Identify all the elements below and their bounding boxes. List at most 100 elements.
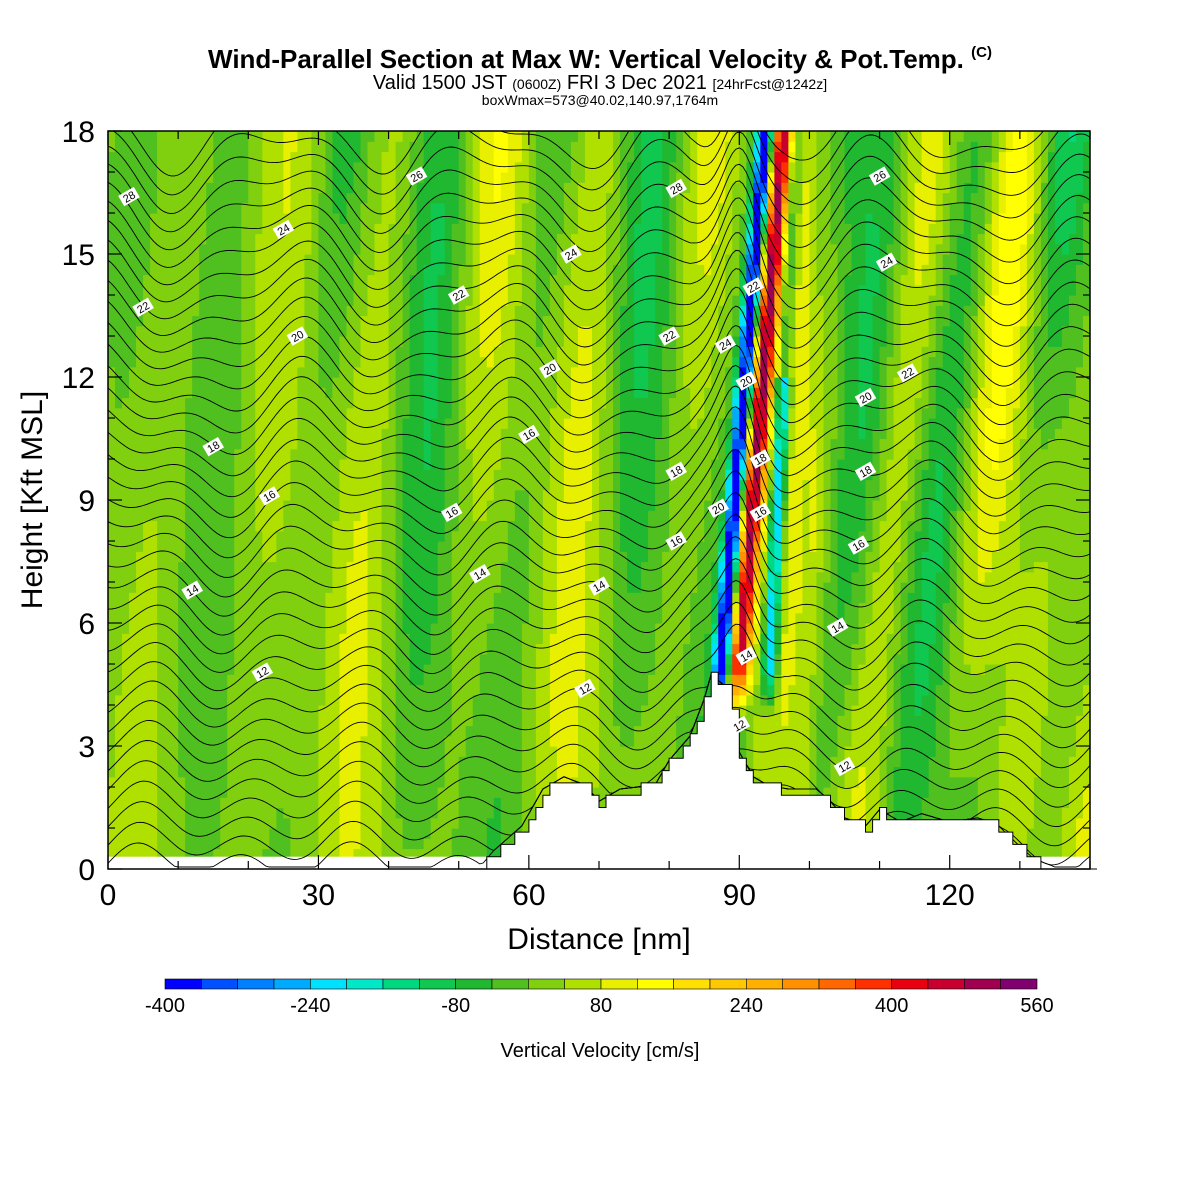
field-cell xyxy=(788,561,796,573)
field-cell xyxy=(577,715,586,727)
valid-date: FRI 3 Dec 2021 xyxy=(566,72,707,94)
field-cell xyxy=(367,510,376,522)
field-cell xyxy=(1054,828,1063,839)
field-cell xyxy=(465,797,474,809)
field-cell xyxy=(746,633,754,645)
field-cell xyxy=(206,653,214,665)
field-cell xyxy=(704,520,712,532)
field-cell xyxy=(171,838,179,850)
field-cell xyxy=(150,674,158,686)
field-cell xyxy=(143,664,151,675)
field-cell xyxy=(115,756,123,768)
field-cell xyxy=(563,705,572,716)
field-cell xyxy=(213,735,221,747)
field-cell xyxy=(620,561,628,573)
field-cell xyxy=(928,582,937,593)
field-cell xyxy=(830,766,839,778)
field-cell xyxy=(879,684,888,696)
field-cell xyxy=(683,715,691,727)
field-cell xyxy=(367,746,376,757)
field-cell xyxy=(746,561,754,573)
field-cell xyxy=(458,674,467,686)
field-cell xyxy=(164,766,172,778)
field-cell xyxy=(816,561,825,573)
field-cell xyxy=(816,623,825,634)
field-cell xyxy=(620,766,628,778)
field-cell xyxy=(458,756,467,768)
field-cell xyxy=(430,787,439,798)
field-cell xyxy=(634,766,642,778)
field-cell xyxy=(269,797,277,809)
field-cell xyxy=(199,633,207,645)
field-cell xyxy=(430,746,439,757)
field-cell xyxy=(171,776,179,788)
field-cell xyxy=(549,694,558,706)
field-cell xyxy=(914,612,923,624)
field-cell xyxy=(332,797,341,809)
field-cell xyxy=(1033,776,1042,788)
field-cell xyxy=(844,797,853,809)
field-cell xyxy=(353,787,362,798)
field-cell xyxy=(613,674,621,686)
field-cell xyxy=(430,715,439,727)
field-cell xyxy=(858,735,867,747)
field-cell xyxy=(241,766,249,778)
field-cell xyxy=(970,571,979,583)
field-cell xyxy=(542,582,551,593)
field-cell xyxy=(907,520,916,532)
field-cell xyxy=(388,735,397,747)
field-cell xyxy=(662,633,670,645)
field-cell xyxy=(472,541,481,552)
field-cell xyxy=(248,715,256,727)
field-cell xyxy=(381,653,390,665)
field-cell xyxy=(234,561,242,573)
field-cell xyxy=(164,838,172,850)
field-cell xyxy=(977,674,986,686)
field-cell xyxy=(248,674,256,686)
field-cell xyxy=(577,602,586,614)
field-cell xyxy=(1075,705,1084,716)
field-cell xyxy=(108,571,116,583)
field-cell xyxy=(381,828,390,839)
field-cell xyxy=(528,643,537,655)
field-cell xyxy=(697,643,705,655)
field-cell xyxy=(500,520,509,532)
field-cell xyxy=(1033,715,1042,727)
field-cell xyxy=(549,643,558,655)
field-cell xyxy=(830,746,839,757)
field-cell xyxy=(374,530,383,542)
field-cell xyxy=(1012,766,1021,778)
field-cell xyxy=(970,684,979,696)
field-cell xyxy=(535,756,544,768)
field-cell xyxy=(430,817,439,829)
field-cell xyxy=(353,643,362,655)
field-cell xyxy=(213,571,221,583)
field-cell xyxy=(613,510,621,522)
field-cell xyxy=(444,592,453,604)
field-cell xyxy=(444,612,453,624)
field-cell xyxy=(374,684,383,696)
field-cell xyxy=(690,530,698,542)
field-cell xyxy=(591,643,600,655)
field-cell xyxy=(409,643,418,655)
field-cell xyxy=(486,643,495,655)
field-cell xyxy=(1033,633,1042,645)
field-cell xyxy=(136,561,144,573)
field-cell xyxy=(1054,551,1063,563)
field-cell xyxy=(262,725,270,737)
field-cell xyxy=(318,797,327,809)
field-cell xyxy=(599,694,607,706)
field-cell xyxy=(213,551,221,563)
field-cell xyxy=(360,746,369,757)
field-cell xyxy=(269,705,277,716)
field-cell xyxy=(507,551,516,563)
field-cell xyxy=(935,510,944,522)
field-cell xyxy=(956,715,965,727)
field-cell xyxy=(1033,735,1042,747)
field-cell xyxy=(416,653,425,665)
field-cell xyxy=(1019,623,1028,634)
field-cell xyxy=(739,684,747,696)
field-cell xyxy=(220,766,228,778)
field-cell xyxy=(872,530,881,542)
field-cell xyxy=(886,797,895,809)
